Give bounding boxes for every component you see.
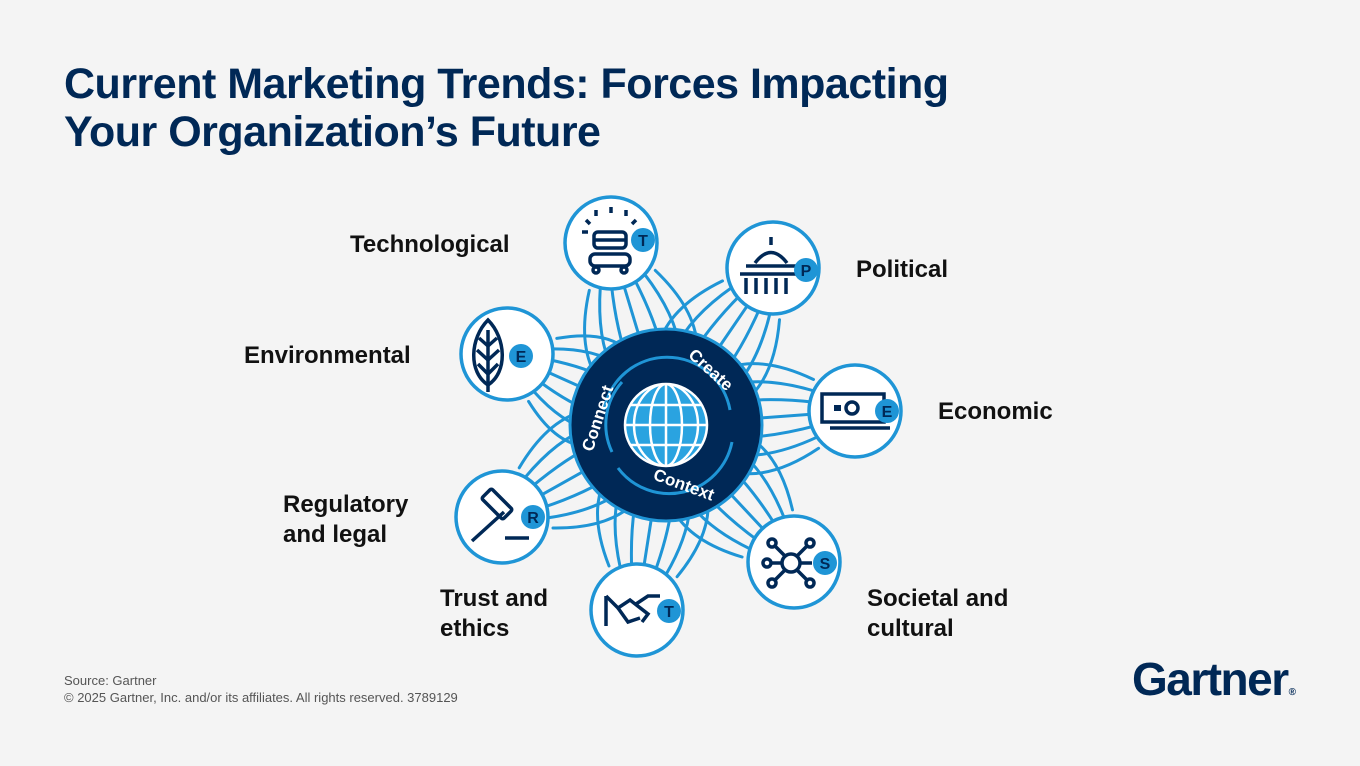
network-people-icon — [761, 537, 816, 589]
badge-letter-environmental: E — [516, 349, 527, 366]
capitol-building-icon — [740, 237, 802, 294]
badge-letter-political: P — [801, 263, 812, 280]
force-node-environmental: E — [459, 306, 555, 402]
handshake-icon — [604, 594, 660, 626]
force-label-technological: Technological — [350, 231, 510, 258]
force-label-environmental: Environmental — [244, 342, 411, 369]
gavel-icon — [470, 487, 529, 543]
money-bill-icon — [820, 392, 890, 430]
footer: Source: Gartner © 2025 Gartner, Inc. and… — [64, 672, 458, 706]
force-node-regulatory: R — [454, 469, 550, 565]
force-label-economic: Economic — [938, 398, 1053, 425]
logo-text: Gartner — [1131, 653, 1289, 705]
globe-icon — [623, 382, 709, 468]
page-title: Current Marketing Trends: Forces Impacti… — [64, 60, 1164, 156]
force-node-technological: T — [563, 195, 659, 291]
badge-letter-technological: T — [638, 233, 648, 250]
server-robot-icon — [582, 207, 638, 275]
force-label-societal: Societal and cultural — [867, 585, 1009, 642]
leaf-icon — [472, 317, 504, 392]
center-hub: Connect Create Context — [568, 327, 764, 523]
force-node-societal: S — [746, 514, 842, 610]
force-label-trust: Trust and ethics — [440, 585, 549, 642]
force-node-political: P — [725, 220, 821, 316]
force-node-trust: T — [589, 562, 685, 658]
gartner-logo: Gartner® — [1132, 652, 1296, 706]
force-node-economic: E — [807, 363, 903, 459]
badge-letter-regulatory: R — [527, 510, 539, 527]
badge-letter-societal: S — [820, 556, 831, 573]
title-line-2: Your Organization’s Future — [64, 108, 601, 156]
title-line-1: Current Marketing Trends: Forces Impacti… — [64, 60, 949, 108]
force-label-regulatory: Regulatory and legal — [283, 491, 409, 548]
badge-letter-trust: T — [664, 604, 674, 621]
logo-registered-mark: ® — [1288, 687, 1296, 698]
copyright-note: © 2025 Gartner, Inc. and/or its affiliat… — [64, 690, 458, 705]
source-note: Source: Gartner — [64, 673, 157, 688]
force-label-political: Political — [856, 256, 949, 283]
badge-letter-economic: E — [882, 404, 893, 421]
